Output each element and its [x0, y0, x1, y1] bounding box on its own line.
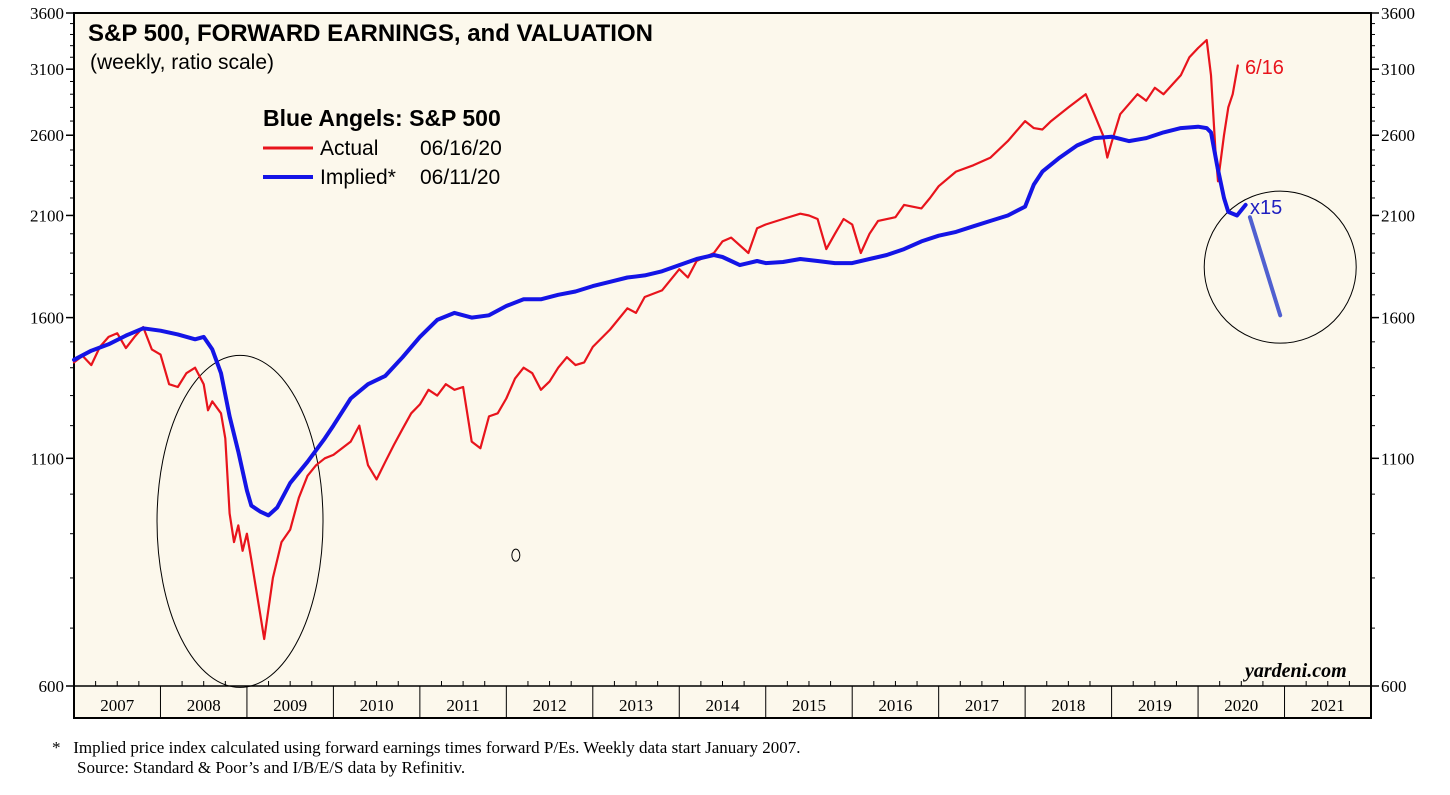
- highlight-circle-2020: [1203, 190, 1357, 344]
- y-tick-label-right: 2100: [1381, 206, 1415, 225]
- x-tick-label: 2010: [360, 696, 394, 715]
- legend-label-actual: Actual: [320, 137, 378, 160]
- chart-subtitle: (weekly, ratio scale): [90, 51, 274, 74]
- brand-watermark: yardeni.com: [1243, 660, 1347, 682]
- y-tick-label-right: 600: [1381, 677, 1407, 696]
- y-tick-label-right: 2600: [1381, 126, 1415, 145]
- y-tick-label-left: 3100: [30, 60, 64, 79]
- y-tick-label-right: 3100: [1381, 60, 1415, 79]
- x-tick-label: 2014: [706, 696, 741, 715]
- y-tick-label-left: 2600: [30, 126, 64, 145]
- legend-label-implied: Implied*: [320, 166, 396, 189]
- actual-end-label: 6/16: [1245, 57, 1284, 79]
- plot-area: [73, 12, 1372, 719]
- x-tick-label: 2018: [1051, 696, 1085, 715]
- y-tick-label-left: 2100: [30, 206, 64, 225]
- legend-title: Blue Angels: S&P 500: [263, 105, 501, 131]
- x-tick-label: 2020: [1224, 696, 1258, 715]
- x-tick-label: 2008: [187, 696, 221, 715]
- x-tick-label: 2015: [792, 696, 826, 715]
- x-tick-label: 2011: [446, 696, 479, 715]
- y-tick-label-left: 1100: [31, 449, 64, 468]
- x-tick-label: 2021: [1311, 696, 1345, 715]
- legend: Blue Angels: S&P 500 Actual 06/16/20 Imp…: [263, 105, 502, 189]
- x-tick-label: 2007: [100, 696, 135, 715]
- x-tick-label: 2019: [1138, 696, 1172, 715]
- footnote-line-2: Source: Standard & Poor’s and I/B/E/S da…: [77, 758, 466, 777]
- multiplier-label: x15: [1250, 197, 1282, 219]
- small-marker-circle: [511, 548, 521, 562]
- highlight-ellipse-2008: [156, 354, 324, 688]
- series-line-1: [72, 124, 1248, 518]
- x-tick-label: 2013: [619, 696, 653, 715]
- footnote-line-1: * Implied price index calculated using f…: [52, 738, 801, 757]
- x-tick-label: 2017: [965, 696, 1000, 715]
- y-tick-label-right: 3600: [1381, 4, 1415, 23]
- y-tick-label-right: 1600: [1381, 309, 1415, 328]
- y-tick-label-left: 1600: [30, 309, 64, 328]
- x-tick-label: 2012: [533, 696, 567, 715]
- y-tick-label-left: 600: [39, 677, 65, 696]
- y-tick-label-left: 3600: [30, 4, 64, 23]
- legend-date-actual: 06/16/20: [420, 137, 502, 160]
- series-line-0: [72, 38, 1239, 641]
- y-tick-label-right: 1100: [1381, 449, 1414, 468]
- chart-title: S&P 500, FORWARD EARNINGS, and VALUATION: [88, 20, 653, 47]
- series-line-2: [1247, 215, 1283, 318]
- x-tick-label: 2009: [273, 696, 307, 715]
- x-tick-label: 2016: [878, 696, 912, 715]
- legend-date-implied: 06/11/20: [420, 166, 500, 189]
